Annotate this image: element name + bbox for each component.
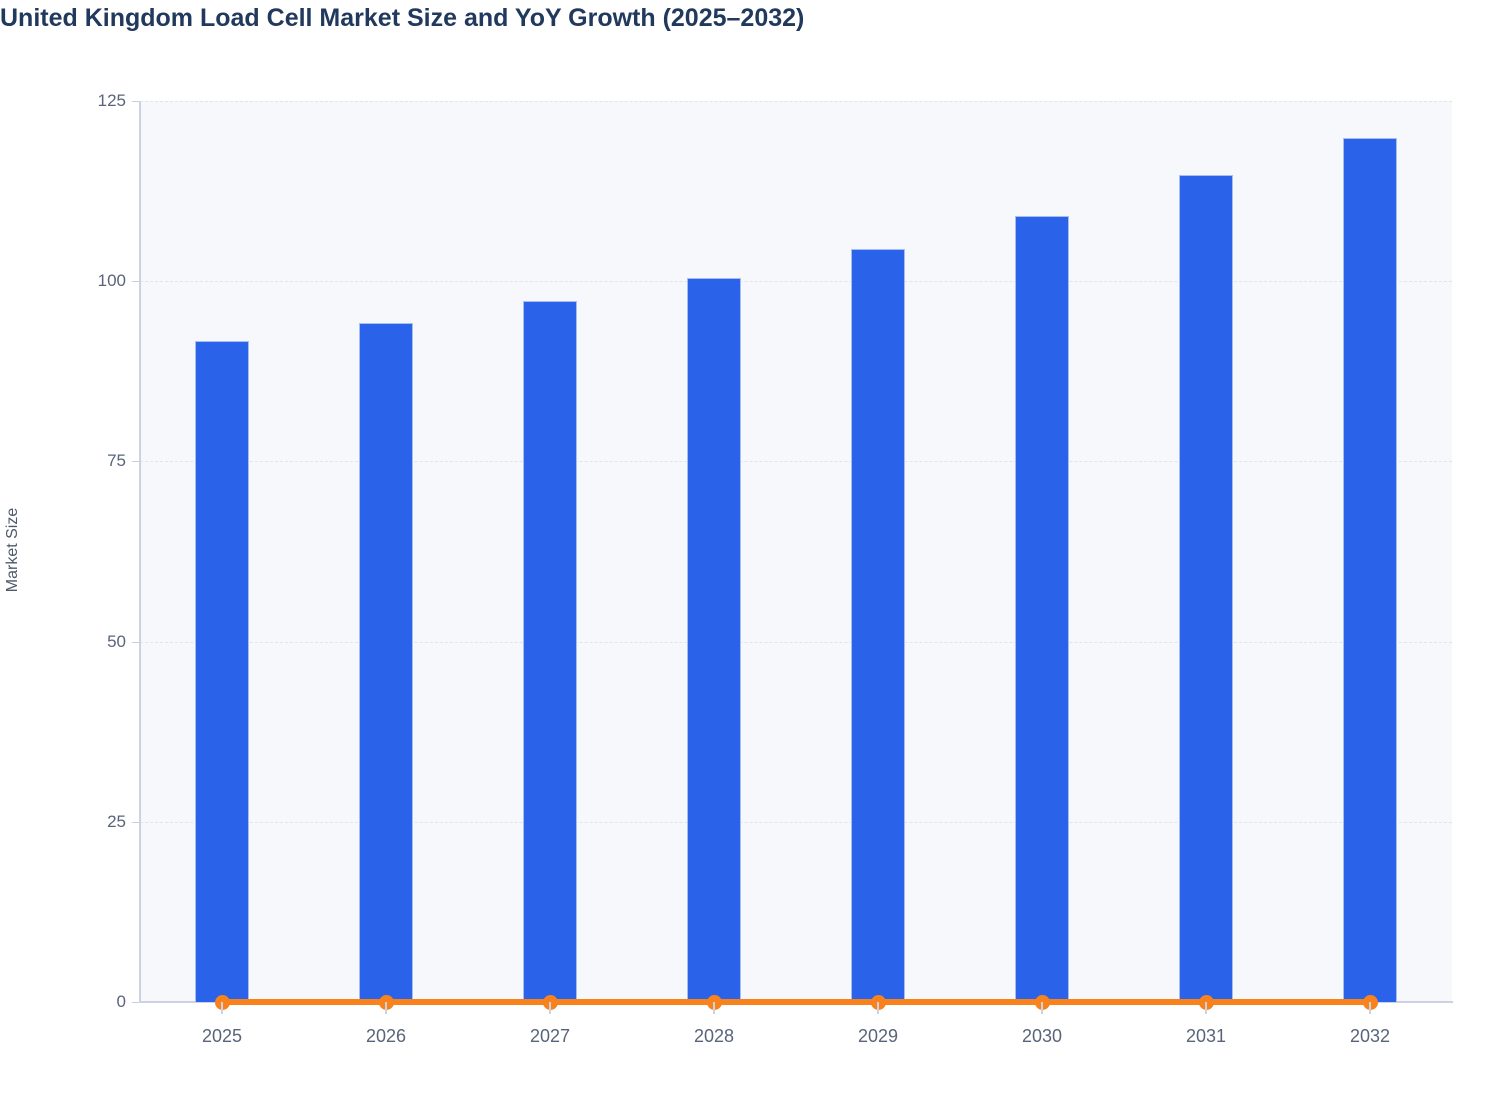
- x-tick-mark-2031: [1205, 1002, 1207, 1014]
- x-tick-label-2026: 2026: [365, 1026, 407, 1046]
- gridline-125: [140, 101, 1452, 102]
- bar-2031: [1179, 175, 1233, 1002]
- bar-2028: [687, 278, 741, 1002]
- bar-2025: [195, 341, 249, 1002]
- gridline-25: [140, 821, 1452, 823]
- y-tick-label-100: 100: [97, 271, 126, 291]
- x-tick-label-2031: 2031: [1185, 1026, 1227, 1046]
- bar-2026: [359, 323, 413, 1002]
- y-axis-title: Market Size: [4, 507, 21, 593]
- bar-2032: [1343, 137, 1397, 1002]
- yoy-growth-line: [222, 999, 1370, 1005]
- y-tick-mark-125: [132, 101, 140, 102]
- x-tick-mark-2027: [549, 1002, 551, 1014]
- y-tick-mark-100: [132, 281, 140, 283]
- x-tick-label-2030: 2030: [1021, 1026, 1063, 1046]
- y-tick-label-125: 125: [97, 91, 126, 110]
- x-tick-mark-2025: [221, 1002, 223, 1014]
- x-tick-mark-2032: [1369, 1002, 1371, 1014]
- x-tick-mark-2026: [385, 1002, 387, 1014]
- bar-2027: [523, 300, 577, 1002]
- x-tick-label-2027: 2027: [529, 1026, 571, 1046]
- x-tick-mark-2030: [1041, 1002, 1043, 1014]
- y-tick-label-25: 25: [107, 811, 126, 831]
- y-tick-mark-25: [132, 821, 140, 823]
- gridline-75: [140, 461, 1452, 463]
- gridline-50: [140, 641, 1452, 643]
- y-axis-line: [139, 101, 141, 1002]
- x-tick-label-2029: 2029: [857, 1026, 899, 1046]
- x-tick-mark-2029: [877, 1002, 879, 1014]
- plot-area: [140, 101, 1452, 1002]
- y-tick-mark-50: [132, 641, 140, 643]
- gridline-100: [140, 281, 1452, 283]
- y-tick-mark-75: [132, 461, 140, 463]
- y-tick-mark-0: [132, 1002, 140, 1003]
- bar-2029: [851, 249, 905, 1002]
- bar-2030: [1015, 216, 1069, 1002]
- chart-title: United Kingdom Load Cell Market Size and…: [0, 4, 805, 32]
- x-tick-label-2032: 2032: [1349, 1026, 1391, 1046]
- y-tick-label-0: 0: [116, 992, 126, 1011]
- x-tick-label-2028: 2028: [693, 1026, 735, 1046]
- x-tick-label-2025: 2025: [201, 1026, 243, 1046]
- x-tick-mark-2028: [713, 1002, 715, 1014]
- y-tick-label-75: 75: [107, 451, 126, 471]
- y-tick-label-50: 50: [107, 631, 126, 651]
